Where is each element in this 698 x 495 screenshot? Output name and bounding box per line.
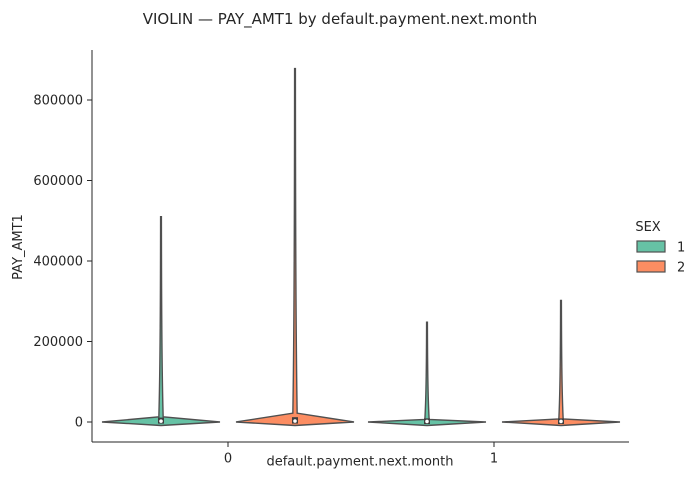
y-axis-label: PAY_AMT1 xyxy=(11,214,26,280)
violin-median-point xyxy=(559,419,563,424)
y-tick-label: 800000 xyxy=(33,94,83,109)
violin-body xyxy=(367,321,487,427)
legend-title: SEX xyxy=(635,220,660,235)
y-tick-label: 600000 xyxy=(33,174,83,189)
y-tick-label: 200000 xyxy=(33,335,83,350)
violin-body xyxy=(235,67,355,427)
x-tick-label: 1 xyxy=(490,452,498,467)
chart-title: VIOLIN — PAY_AMT1 by default.payment.nex… xyxy=(143,10,538,29)
legend-label: 2 xyxy=(677,261,685,276)
legend-swatch xyxy=(636,260,666,273)
legend: SEX 1 2 xyxy=(635,220,685,276)
x-tick-label: 0 xyxy=(224,452,232,467)
y-tick-label: 400000 xyxy=(33,255,83,270)
y-tick-label: 0 xyxy=(75,416,83,431)
violin-median-point xyxy=(159,419,163,423)
violin-body xyxy=(101,216,221,427)
x-axis-label: default.payment.next.month xyxy=(266,455,453,470)
legend-label: 1 xyxy=(677,241,685,256)
plot-area xyxy=(101,67,621,427)
legend-swatch xyxy=(636,240,666,253)
y-ticks: 0 200000 400000 600000 800000 xyxy=(33,94,92,431)
violin-median-point xyxy=(293,419,297,423)
violin-median-point xyxy=(425,419,429,424)
violin-body xyxy=(501,299,621,427)
